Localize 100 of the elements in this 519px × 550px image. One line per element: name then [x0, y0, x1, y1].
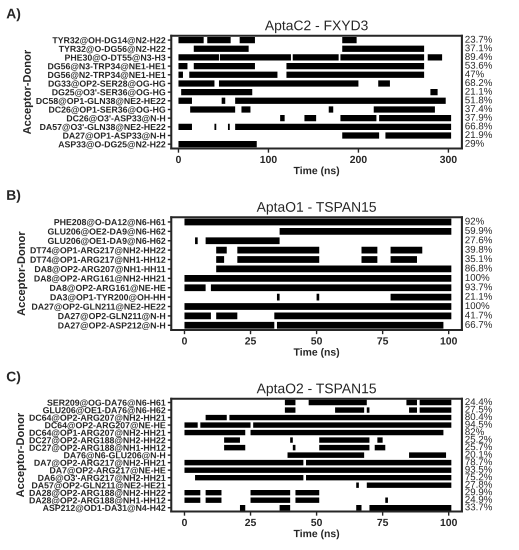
bar: [206, 414, 227, 420]
y-tick-label: DA76@N6-GLU206@N-H: [64, 452, 166, 460]
bar: [184, 322, 274, 329]
x-tick-label: 200: [350, 156, 367, 164]
y-tick-label: DG33@OP2-SER28@OG-HG: [48, 80, 166, 88]
bar: [184, 460, 304, 466]
x-tick-label: 50: [311, 518, 322, 526]
bar: [308, 400, 367, 406]
text: 93.7%: [465, 283, 492, 290]
bar: [195, 474, 304, 480]
y-tick-label: GLU206@OE2-DA9@N6-H62: [48, 228, 166, 236]
chart-title: AptaO2 - TSPAN15: [256, 383, 376, 396]
y-tick-label: DA7@OP2-ARG217@NH2-HH21: [34, 460, 166, 468]
bar: [409, 407, 417, 413]
bar: [356, 482, 359, 488]
bar: [195, 237, 198, 244]
y-tick-label: DC26@OP1-SER36@OG-HG: [49, 106, 166, 114]
bar: [286, 72, 424, 78]
chart-title: AptaC2 - FXYD3: [264, 20, 368, 34]
bar: [390, 256, 417, 263]
text: 27.5%: [465, 406, 492, 413]
bar: [342, 36, 357, 44]
y-tick-label: DC64@OP2-ARG207@NH2-HH21: [30, 414, 166, 422]
x-tick-label: 50: [311, 337, 322, 345]
text: 86.8%: [465, 264, 492, 272]
y-axis-title: Acceptor-Donor: [23, 50, 34, 134]
bar: [181, 89, 252, 96]
bar: [406, 400, 417, 406]
bar: [184, 467, 452, 473]
y-tick-label: DT74@OP1-ARG217@NH1-HH12: [30, 256, 166, 264]
y-tick-label: TYR32@OH-DG14@N2-H22: [52, 37, 166, 45]
x-tick-label: 300: [440, 156, 457, 164]
bar: [319, 444, 370, 450]
bar: [369, 505, 452, 510]
text: 89.4%: [465, 53, 492, 60]
text: 82%: [465, 428, 484, 436]
bar: [274, 312, 452, 320]
bar: [184, 284, 206, 292]
bar: [200, 422, 251, 428]
y-tick-label: PHE208@O-DA12@N6-H61: [54, 218, 166, 227]
text: 47%: [465, 70, 484, 78]
y-tick-label: DT74@OP1-ARG217@NH2-HH22: [30, 247, 166, 255]
y-tick-label: DC27@OP2-ARG188@NH2-HH22: [30, 437, 166, 445]
y-tick-label: SER209@OG-DA76@N6-H61: [47, 399, 166, 408]
bar: [316, 294, 320, 300]
bar: [229, 414, 452, 420]
x-tick-label: 0: [176, 156, 181, 164]
bar: [306, 460, 452, 466]
y-tick-label: DA28@OP2-ARG188@NH1-HH12: [30, 497, 166, 505]
bar: [284, 400, 296, 406]
bar: [178, 141, 257, 148]
y-tick-label: DC27@OP2-ARG188@NH1-HH12: [30, 444, 166, 452]
y-tick-label: PHE30@O-DT55@N3-H3: [65, 54, 166, 62]
x-tick-label: 25: [245, 518, 256, 526]
bar: [288, 452, 364, 458]
text: 29%: [465, 140, 484, 147]
bar: [304, 115, 316, 122]
bar: [235, 124, 452, 130]
x-axis-title: Time (ns): [294, 348, 340, 358]
text: 20.1%: [465, 450, 492, 458]
bar: [216, 266, 452, 272]
y-tick-label: DA27@OP1-ASP33@N-H: [63, 132, 166, 140]
bar: [420, 407, 452, 413]
y-tick-label: DG25@O3'-SER36@OG-HG: [52, 89, 166, 97]
bar: [250, 430, 444, 436]
text: 24.9%: [465, 496, 492, 503]
bar: [224, 444, 246, 450]
bar: [207, 36, 231, 44]
x-tick-label: 100: [260, 156, 277, 164]
bar: [335, 407, 364, 413]
bar: [235, 98, 446, 104]
bar: [284, 407, 296, 413]
bar: [237, 256, 320, 263]
text: 21.9%: [465, 131, 492, 138]
text: 27.6%: [465, 236, 492, 244]
bar: [206, 490, 222, 496]
bar: [290, 437, 293, 443]
text: 78.7%: [465, 458, 492, 466]
text: 92%: [465, 218, 484, 225]
x-axis-title: Time (ns): [294, 166, 340, 176]
y-tick-label: ASP33@O-DG25@N2-H22: [58, 141, 166, 149]
x-tick-label: 100: [440, 337, 457, 345]
bar: [206, 237, 280, 244]
text: 35.1%: [465, 255, 492, 262]
bar: [292, 444, 296, 450]
x-tick-label: 0: [182, 337, 187, 345]
bar: [216, 246, 227, 254]
text: 93.5%: [465, 466, 492, 473]
bar: [295, 498, 320, 503]
bar: [280, 505, 290, 510]
bar: [390, 294, 452, 300]
bar: [218, 80, 358, 87]
bar: [222, 98, 226, 104]
text: 41.7%: [465, 312, 492, 318]
y-tick-label: DG56@N3-TRP34@NE1-HE1: [48, 63, 166, 71]
y-tick-label: DA6@O3'-ARG217@NH2-HH21: [38, 474, 166, 482]
bar: [295, 490, 320, 496]
text: 37.4%: [465, 105, 492, 112]
bar: [328, 106, 334, 113]
text: 53.6%: [465, 62, 492, 69]
